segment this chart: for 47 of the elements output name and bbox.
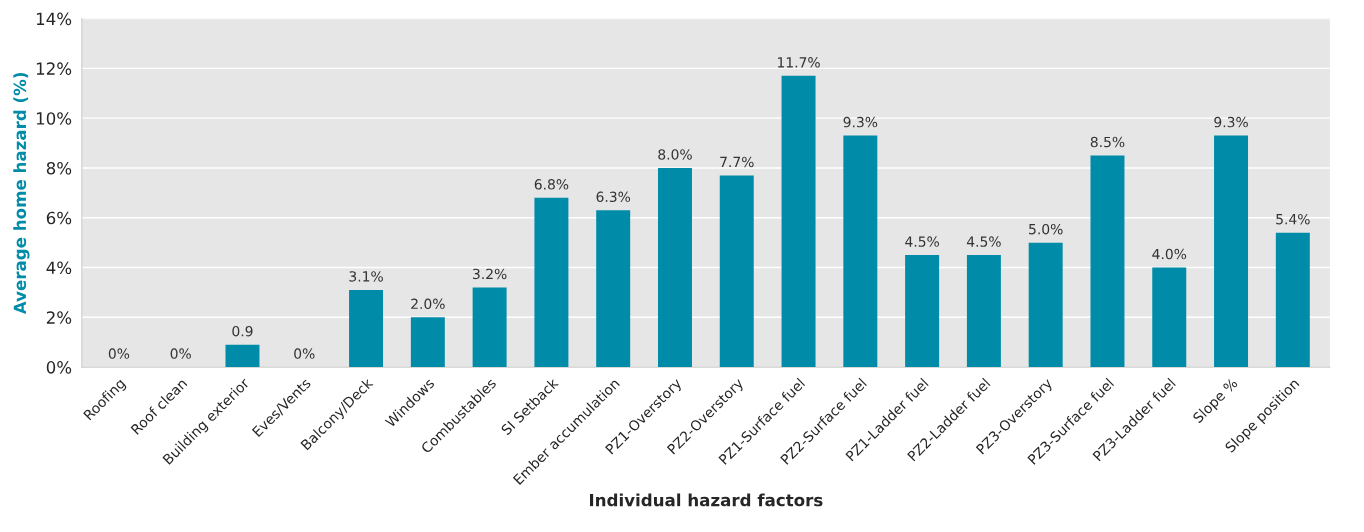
data-label: 9.3%: [843, 116, 878, 128]
y-tick-label: 10%: [36, 112, 72, 125]
data-label: 8.0%: [658, 149, 692, 160]
y-tick-label: 2%: [46, 311, 72, 324]
bar: [1090, 155, 1125, 368]
data-label: 3.1%: [349, 271, 383, 282]
y-tick-label: 6%: [46, 211, 72, 225]
data-label: 8.5%: [1090, 136, 1125, 148]
data-label: 9.3%: [1214, 116, 1248, 128]
bar: [905, 255, 940, 368]
data-label: 0%: [294, 348, 315, 359]
bar: [410, 317, 445, 368]
bar: [1152, 267, 1187, 368]
data-label: 0.9: [232, 325, 253, 337]
bar: [472, 287, 507, 368]
data-label: 2.0%: [411, 298, 445, 310]
bar: [781, 75, 816, 368]
y-tick-label: 14%: [36, 12, 72, 26]
data-label: 4.0%: [1152, 248, 1187, 260]
data-label: 7.7%: [720, 156, 754, 168]
data-label: 0%: [108, 348, 130, 359]
bar: [534, 197, 569, 368]
bar: [657, 167, 692, 368]
y-tick-label: 0%: [46, 361, 72, 374]
data-label: 3.2%: [473, 268, 507, 280]
y-tick-label: 8%: [46, 161, 72, 175]
data-label: 6.8%: [534, 179, 569, 190]
x-axis-title: Individual hazard factors: [590, 493, 823, 507]
data-label: 4.5%: [966, 236, 1001, 247]
data-label: 5.0%: [1029, 223, 1063, 235]
y-axis-title: Average home hazard (%): [13, 72, 30, 315]
data-label: 0%: [170, 348, 191, 359]
data-label: 4.5%: [905, 236, 939, 247]
bar: [966, 255, 1001, 368]
bar: [843, 135, 878, 368]
bar: [1275, 232, 1310, 368]
y-tick-label: 4%: [46, 261, 72, 275]
bar: [719, 175, 754, 368]
bar: [596, 210, 631, 368]
bar: [225, 344, 260, 368]
bar: [349, 289, 384, 368]
bar: [1028, 242, 1063, 368]
bar: [1214, 135, 1249, 368]
data-label: 5.4%: [1276, 213, 1310, 225]
y-tick-label: 12%: [36, 62, 72, 75]
data-label: 11.7%: [778, 57, 820, 68]
data-label: 6.3%: [596, 191, 631, 203]
